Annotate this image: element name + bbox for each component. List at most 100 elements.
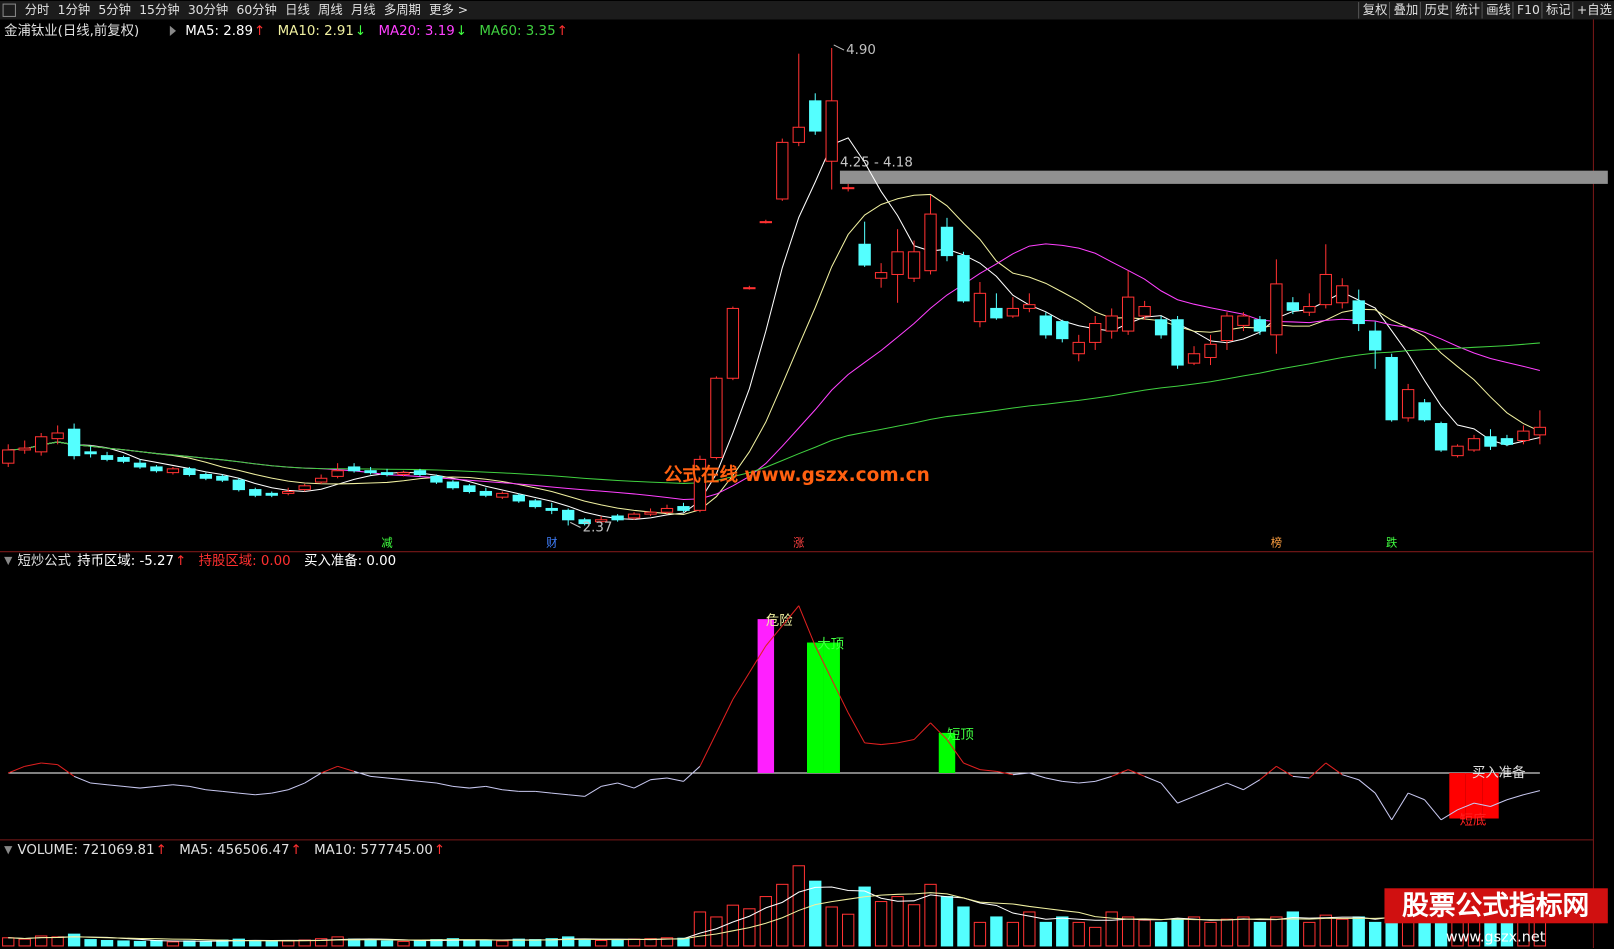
tool-button[interactable]: 画线 [1486,3,1511,17]
tool-button[interactable]: 复权 [1363,2,1388,17]
collapse-icon[interactable] [169,25,177,37]
indicator-line [1407,792,1425,801]
volume-bar [726,904,740,947]
period-tab[interactable]: 更多 > [429,3,468,17]
volume-bar [34,935,48,947]
indicator-line [1210,782,1228,791]
indicator-line [8,765,25,774]
volume-bar [232,938,245,947]
indicator-line [617,782,635,789]
legend-label: MA10: 577745.00 [314,843,433,858]
volume-bar [199,940,213,947]
candle-body [1303,306,1316,313]
volume-bar [973,921,987,947]
indicator-line [1012,772,1030,776]
indicator-line [781,605,800,627]
candle-body [1467,438,1481,451]
indicator-line [1243,779,1261,791]
volume-bar [51,936,64,947]
volume-bar [693,911,707,947]
tool-button[interactable]: 叠加 [1394,3,1419,17]
period-tab[interactable]: 多周期 [384,3,421,17]
period-tab[interactable]: 5分钟 [98,2,131,17]
volume-bar [67,933,81,947]
legend-label: 买入准备: 0.00 [304,552,396,569]
candle-body [545,507,558,511]
tool-button[interactable]: 标记 [1546,3,1571,17]
candle-body [380,472,394,476]
candle-body [924,213,937,272]
period-tab[interactable]: 60分钟 [236,2,276,17]
candle-body [1418,402,1431,421]
period-tab[interactable]: 30分钟 [188,2,228,17]
volume-bar [1105,911,1118,947]
indicator-line [24,762,42,767]
legend-label: MA20: 3.19 [378,24,454,39]
candle-body [644,511,657,515]
candle-body [1401,389,1415,419]
volume-bar [545,938,558,947]
indicator-line [864,742,882,746]
legend-arrow: ↑ [254,24,265,39]
indicator-line [271,789,289,794]
tool-button[interactable]: F10 [1517,3,1540,17]
volume-bar [183,940,196,947]
indicator-line [568,794,585,797]
indicator-line [683,765,701,782]
legend-arrow: ↑ [291,843,302,858]
indicator-line [1193,789,1211,797]
period-tab[interactable]: 15分钟 [139,2,179,17]
period-tab[interactable]: 日线 [285,3,310,17]
candle-body [710,377,723,459]
candle-body [100,455,114,460]
period-tab[interactable]: 周线 [318,3,343,17]
indicator-line [1045,777,1063,782]
candle-body [627,513,641,519]
collapse-icon[interactable] [4,556,13,566]
period-tab[interactable]: 分时 [25,3,50,17]
volume-bar [1336,918,1349,947]
indicator-line [386,777,404,781]
volume-bar [314,938,328,947]
period-tab[interactable]: 1分钟 [58,2,91,17]
volume-bar [1121,916,1135,947]
candle-body [990,307,1003,319]
indicator-line [452,785,470,789]
volume-bar [792,865,805,947]
volume-bar [562,936,575,947]
volume-bar [1253,921,1267,947]
indicator-line [1490,799,1508,807]
candle-body [1352,300,1365,325]
tool-button[interactable]: 历史 [1424,3,1449,17]
candle-body [1385,356,1398,421]
candle-body [578,519,591,525]
badge-title: 股票公式指标网 [1402,890,1589,921]
candle-body [1500,438,1514,445]
candle-body [314,477,328,483]
volume-bar [809,880,822,947]
tool-button[interactable]: 统计 [1455,3,1480,17]
collapse-icon[interactable] [4,846,13,855]
candle-body [298,485,311,491]
indicator-line [1226,782,1244,791]
legend-arrow: ↑ [557,24,568,39]
volume-bar [249,939,262,947]
candle-body [1451,445,1464,457]
period-tab[interactable]: 月线 [351,3,376,17]
volume-bar [1138,919,1151,947]
annotation: 4.90 [846,43,876,58]
indicator-line [90,782,108,786]
candle-body [1072,341,1085,355]
signal-bar [1482,773,1499,819]
indicator-note: 买入准备 [1472,764,1526,781]
indicator-line [139,785,157,789]
indicator-line [222,790,239,794]
indicator-line [106,784,124,787]
candle-body [1039,315,1052,336]
volume-bar [1204,921,1217,947]
volume-bar [512,938,525,947]
candle-body [743,287,756,290]
tool-button[interactable]: +自选 [1577,3,1612,17]
candle-body [1434,423,1448,451]
menu-icon[interactable] [2,3,16,17]
